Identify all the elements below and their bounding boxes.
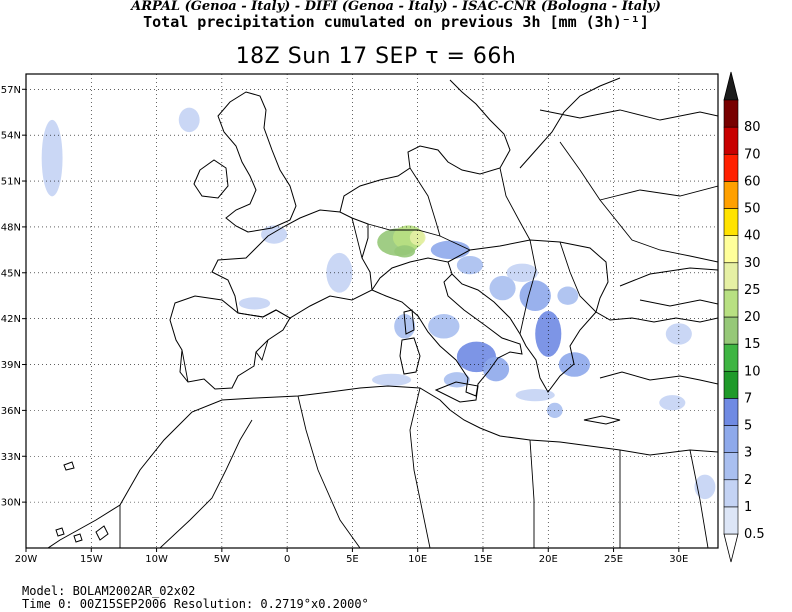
colorbar-swatch: [723, 343, 739, 372]
colorbar-label: 7: [744, 391, 752, 406]
chart-title: Total precipitation cumulated on previou…: [143, 13, 649, 31]
lon-tick-label: 10E: [408, 554, 427, 565]
graticule: [25, 74, 718, 548]
precip-area: [515, 388, 555, 402]
lat-tick-label: 45N: [1, 268, 21, 279]
lon-tick-label: 15W: [80, 554, 103, 565]
lon-tick-label: 30E: [669, 554, 688, 565]
precipitation-field: [41, 107, 716, 500]
precip-area: [456, 255, 483, 275]
colorbar: 0.5 1 2 3 5 7 10 15 20 25 30 40 50 60 70 80: [723, 71, 765, 563]
precip-area: [519, 280, 551, 312]
colorbar-swatch: [723, 506, 739, 535]
precip-area: [659, 395, 686, 411]
run-info: Time 0: 00Z15SEP2006 Resolution: 0.2719°…: [22, 597, 369, 611]
colorbar-label: 40: [744, 229, 761, 244]
lat-tick-label: 42N: [1, 314, 21, 325]
precip-area: [41, 119, 63, 197]
colorbar-swatch: [723, 153, 739, 182]
colorbar-swatch: [723, 235, 739, 264]
lon-tick-label: 20W: [15, 554, 38, 565]
colorbar-swatch: [723, 479, 739, 508]
lon-tick-label: 5E: [346, 554, 359, 565]
colorbar-low-arrow: [723, 533, 739, 563]
precip-area: [409, 229, 426, 246]
lat-tick-label: 57N: [1, 85, 21, 96]
precip-area: [372, 373, 412, 386]
lat-tick-label: 30N: [1, 498, 21, 509]
colorbar-label: 2: [744, 473, 752, 488]
colorbar-swatch: [723, 289, 739, 318]
lon-tick-label: 15E: [473, 554, 492, 565]
precip-area: [482, 356, 510, 382]
lat-tick-label: 48N: [1, 222, 21, 233]
colorbar-label: 5: [744, 419, 752, 434]
colorbar-swatch: [723, 398, 739, 426]
forecast-time-title: 18Z Sun 17 SEP τ = 66h: [235, 44, 517, 69]
colorbar-swatch: [723, 316, 739, 345]
colorbar-label: 1: [744, 500, 752, 515]
colorbar-high-arrow: [723, 71, 739, 101]
longitude-ticks: 20W 15W 10W 5W 0 5E 10E 15E 20E 25E 30E: [15, 548, 688, 565]
coastlines: [47, 77, 718, 548]
colorbar-label: 3: [744, 446, 752, 461]
colorbar-label: 80: [744, 120, 761, 135]
lat-tick-label: 54N: [1, 131, 21, 142]
colorbar-label: 60: [744, 174, 761, 189]
precip-area: [238, 297, 271, 310]
lat-tick-label: 36N: [1, 406, 21, 417]
lon-tick-label: 25E: [604, 554, 623, 565]
colorbar-swatch: [723, 452, 739, 481]
precip-area: [665, 323, 692, 345]
colorbar-label: 15: [744, 337, 761, 352]
precip-area: [394, 245, 416, 258]
lon-tick-label: 0: [284, 554, 290, 565]
precip-area: [489, 275, 516, 301]
colorbar-swatch: [723, 425, 739, 453]
colorbar-swatch: [723, 262, 739, 291]
colorbar-label: 10: [744, 364, 761, 379]
precip-area: [261, 225, 288, 244]
model-info: Model: BOLAM2002AR_02x02: [22, 584, 196, 598]
colorbar-label: 25: [744, 283, 761, 298]
precip-area: [428, 314, 460, 339]
colorbar-swatch: [723, 370, 739, 399]
lon-tick-label: 10W: [145, 554, 168, 565]
lat-tick-label: 33N: [1, 452, 21, 463]
latitude-ticks: 57N 54N 51N 48N 45N 42N 39N 36N 33N 30N: [1, 85, 26, 509]
precip-area: [535, 311, 562, 357]
precip-area: [430, 240, 470, 260]
lon-tick-label: 20E: [539, 554, 558, 565]
precip-area: [694, 474, 716, 500]
colorbar-label: 0.5: [744, 527, 765, 542]
precip-area: [557, 286, 579, 305]
credits-line: ARPAL (Genoa - Italy) - DIFI (Genoa - It…: [131, 0, 661, 14]
colorbar-label: 50: [744, 202, 761, 217]
colorbar-swatch: [723, 181, 739, 209]
colorbar-swatch: [723, 208, 739, 236]
colorbar-label: 30: [744, 256, 761, 271]
lat-tick-label: 39N: [1, 360, 21, 371]
map-frame: [25, 73, 719, 549]
precip-area: [178, 107, 200, 133]
lon-tick-label: 5W: [214, 554, 230, 565]
colorbar-swatch: [723, 99, 739, 128]
precip-area: [326, 252, 353, 293]
colorbar-label: 20: [744, 310, 761, 325]
colorbar-swatch: [723, 126, 739, 155]
colorbar-label: 70: [744, 147, 761, 162]
lat-tick-label: 51N: [1, 177, 21, 188]
